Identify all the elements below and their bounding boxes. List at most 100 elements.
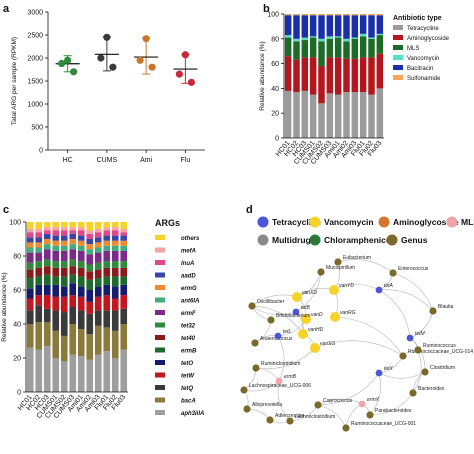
network-node-ermb bbox=[275, 377, 283, 385]
bar-segment-mls bbox=[284, 37, 292, 57]
network-node-ruminococcaceae-ucg-014 bbox=[399, 352, 407, 360]
bar-segment-lnua bbox=[77, 230, 85, 236]
legend-dot-genus bbox=[386, 234, 398, 246]
bar-segment-teto bbox=[26, 288, 34, 299]
network-edge bbox=[255, 347, 316, 369]
bar-segment-tetw bbox=[26, 298, 34, 311]
bar-segment-tetq bbox=[52, 310, 60, 331]
legend-swatch-aph3iiia bbox=[155, 410, 165, 415]
bar-segment-aadd bbox=[60, 235, 68, 241]
legend-dot-chloramphenicol bbox=[309, 234, 321, 246]
network-edge bbox=[317, 398, 363, 406]
network-node-label-tetl: tetL bbox=[283, 329, 292, 335]
bar-segment-ant6ia bbox=[86, 249, 94, 255]
bar-segment-ermb bbox=[60, 276, 68, 287]
x-tick-label-hc: HC bbox=[63, 157, 73, 164]
legend-dot-aminoglycoside bbox=[378, 216, 390, 228]
bar-segment-ermg bbox=[111, 240, 119, 246]
bar-segment-tetracycline bbox=[318, 103, 325, 138]
legend-swatch-tet40 bbox=[155, 335, 165, 340]
bar-segment-tet32 bbox=[60, 261, 68, 268]
bar-segment-sulfonamide bbox=[343, 14, 350, 16]
legend-label-aadd: aadD bbox=[181, 274, 196, 280]
network-node-bacteroides bbox=[409, 389, 417, 397]
network-node-label-mucispirillum: Mucispirillum bbox=[326, 265, 355, 271]
bar-segment-tetq bbox=[103, 310, 111, 328]
bar-segment-teto bbox=[35, 284, 43, 296]
network-node-lachnoclostridium bbox=[286, 417, 294, 425]
bar-segment-tet32 bbox=[77, 261, 85, 268]
legend-swatch-tetracycline bbox=[393, 25, 403, 30]
bar-segment-ermg bbox=[26, 242, 34, 248]
bar-segment-tetq bbox=[43, 308, 51, 323]
bar-segment-tet40 bbox=[35, 267, 43, 277]
legend-swatch-baca bbox=[155, 397, 165, 403]
bar-segment-mefa bbox=[69, 227, 77, 231]
bar-segment-mefa bbox=[86, 230, 94, 234]
network-edge bbox=[378, 289, 411, 339]
legend-dot-mls bbox=[446, 216, 458, 228]
network-node-ermx bbox=[358, 400, 366, 408]
bar-segment-tet40 bbox=[77, 267, 85, 277]
bar-segment-ermf bbox=[86, 254, 94, 265]
y-tick-label: 100 bbox=[9, 220, 21, 227]
network-node-oscillibacter bbox=[248, 302, 256, 310]
bar-segment-mls bbox=[318, 41, 325, 67]
bar-segment-vancomycin bbox=[309, 36, 317, 38]
network-node-label-eubacterium: Eubacterium bbox=[343, 255, 371, 261]
bar-segment-baca bbox=[120, 324, 128, 350]
bar-segment-tetw bbox=[94, 296, 102, 311]
network-edge bbox=[246, 408, 271, 421]
bar-segment-mefa bbox=[26, 228, 34, 233]
bar-segment-ant6ia bbox=[35, 247, 43, 253]
bar-segment-mefa bbox=[35, 228, 43, 233]
network-edge bbox=[378, 289, 434, 312]
bar-segment-others bbox=[60, 222, 68, 228]
bar-segment-mls bbox=[334, 37, 342, 58]
legend-label-mls: MLS bbox=[461, 217, 474, 227]
bar-segment-vancomycin bbox=[359, 33, 367, 37]
bar-segment-aadd bbox=[52, 235, 60, 241]
bar-segment-baca bbox=[35, 322, 43, 350]
network-edge bbox=[295, 271, 322, 313]
bar-segment-aminoglycoside bbox=[351, 58, 359, 93]
bar-segment-others bbox=[77, 222, 85, 228]
legend-label-mls: MLS bbox=[407, 46, 419, 52]
y-tick-label: 40 bbox=[271, 86, 279, 93]
y-tick-label: 40 bbox=[13, 322, 21, 329]
network-edge bbox=[369, 372, 381, 416]
legend-swatch-teto bbox=[155, 360, 165, 365]
bar-segment-mls bbox=[309, 37, 317, 58]
bar-segment-sulfonamide bbox=[326, 14, 334, 16]
network-node-eubacterium bbox=[334, 258, 342, 266]
bar-segment-tet40 bbox=[43, 266, 51, 275]
bar-segment-aminoglycoside bbox=[368, 57, 375, 95]
data-point-ami bbox=[136, 56, 144, 64]
network-edge bbox=[251, 305, 304, 335]
bar-segment-baca bbox=[52, 330, 60, 358]
bar-segment-ermf bbox=[103, 250, 111, 262]
network-node-tetl bbox=[274, 332, 282, 340]
network-node-label-ruminococcus: Ruminococcus bbox=[423, 343, 456, 349]
network-node-adlercreutzia bbox=[266, 416, 274, 424]
legend-label-vancomycin: Vancomycin bbox=[407, 56, 439, 62]
bar-segment-ant6ia bbox=[111, 245, 119, 251]
bar-segment-tetracycline bbox=[351, 92, 359, 138]
network-node-ruminococcus bbox=[414, 346, 422, 354]
y-tick-label: 20 bbox=[271, 111, 279, 118]
bar-segment-vancomycin bbox=[318, 38, 325, 42]
bar-segment-tet40 bbox=[94, 269, 102, 279]
bar-segment-tetw bbox=[60, 296, 68, 313]
network-node-label-enterococcus: Enterococcus bbox=[398, 266, 429, 272]
network-node-tetb bbox=[292, 308, 300, 316]
y-tick-label: 0 bbox=[275, 136, 279, 143]
network-node-label-lachnoclostridium: Lachnoclostridium bbox=[295, 414, 335, 420]
bar-segment-ermg bbox=[52, 240, 60, 246]
network-node-tetx bbox=[375, 369, 383, 377]
bar-segment-tetq bbox=[77, 310, 85, 330]
bar-segment-ermf bbox=[52, 250, 60, 262]
bar-segment-lnua bbox=[111, 230, 119, 236]
data-point-cums bbox=[97, 54, 105, 62]
network-node-vansg bbox=[310, 343, 320, 353]
bar-segment-aph3iiia bbox=[77, 356, 85, 392]
